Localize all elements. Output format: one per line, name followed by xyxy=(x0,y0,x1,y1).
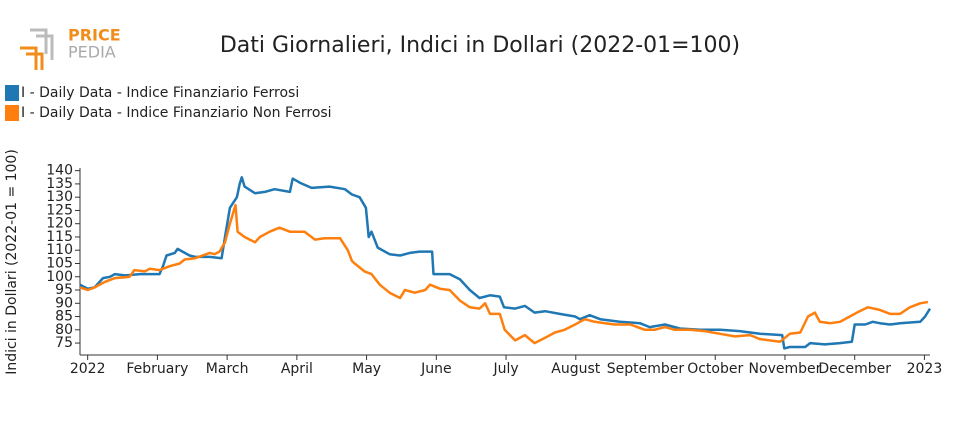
y-tick-label: 140 xyxy=(46,163,73,179)
y-tick-label: 130 xyxy=(46,189,73,205)
x-tick-label: August xyxy=(551,361,601,377)
x-tick-label: September xyxy=(607,361,685,377)
y-tick-label: 95 xyxy=(55,282,73,298)
y-tick-label: 135 xyxy=(46,176,73,192)
x-tick-label: March xyxy=(206,361,249,377)
legend-swatch xyxy=(5,85,19,101)
x-tick-label: February xyxy=(126,361,188,377)
y-tick-label: 75 xyxy=(55,335,73,351)
x-tick-label: 2022 xyxy=(70,361,106,377)
y-tick-label: 125 xyxy=(46,202,73,218)
x-tick-label: October xyxy=(687,361,743,377)
x-tick-label: April xyxy=(281,361,313,377)
y-tick-label: 85 xyxy=(55,309,73,325)
chart-title: Dati Giornalieri, Indici in Dollari (202… xyxy=(220,33,740,58)
x-tick-label: December xyxy=(818,361,891,377)
logo-icon xyxy=(36,34,54,60)
legend-label: I - Daily Data - Indice Finanziario Ferr… xyxy=(21,85,299,101)
y-tick-label: 110 xyxy=(46,242,73,258)
x-tick-label: 2023 xyxy=(907,361,943,377)
y-axis-label: Indici in Dollari (2022-01 = 100) xyxy=(4,149,20,375)
y-tick-label: 120 xyxy=(46,216,73,232)
series-line xyxy=(79,203,929,345)
y-tick-label: 80 xyxy=(55,322,73,338)
y-tick-label: 90 xyxy=(55,295,73,311)
logo-text: PEDIA xyxy=(68,43,116,62)
logo-icon xyxy=(20,46,38,70)
logo-text: PRICE xyxy=(68,26,121,45)
legend-label: I - Daily Data - Indice Finanziario Non … xyxy=(21,105,332,121)
logo: PRICE PEDIA xyxy=(20,26,121,70)
y-tick-label: 100 xyxy=(46,269,73,285)
series-line xyxy=(79,176,932,350)
y-tick-label: 105 xyxy=(46,255,73,271)
x-tick-label: June xyxy=(420,361,452,377)
logo-icon xyxy=(26,52,44,70)
x-tick-label: November xyxy=(749,361,822,377)
y-tick-label: 115 xyxy=(46,229,73,245)
logo-icon xyxy=(30,28,48,54)
x-tick-label: July xyxy=(492,361,518,377)
x-tick-label: May xyxy=(352,361,381,377)
legend-swatch xyxy=(5,105,19,121)
